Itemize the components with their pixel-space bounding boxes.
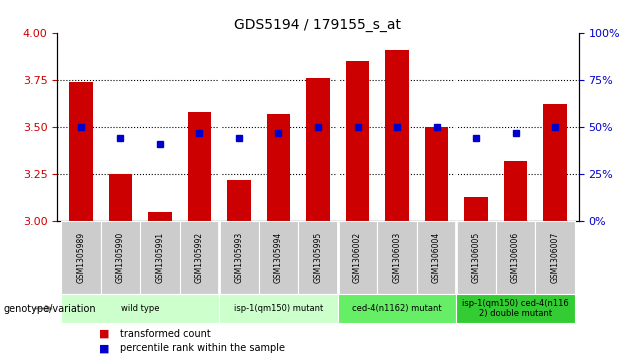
Bar bbox=[504, 161, 527, 221]
Bar bbox=[345, 61, 370, 221]
Text: GSM1305990: GSM1305990 bbox=[116, 232, 125, 284]
Text: GSM1305994: GSM1305994 bbox=[274, 232, 283, 284]
Text: GSM1306003: GSM1306003 bbox=[392, 232, 401, 284]
Text: wild type: wild type bbox=[121, 304, 160, 313]
Text: GSM1305989: GSM1305989 bbox=[76, 232, 85, 283]
Bar bbox=[188, 112, 211, 221]
Text: isp-1(qm150) mutant: isp-1(qm150) mutant bbox=[234, 304, 323, 313]
Bar bbox=[100, 221, 140, 294]
Text: GSM1306006: GSM1306006 bbox=[511, 232, 520, 284]
Bar bbox=[306, 78, 330, 221]
Bar bbox=[385, 50, 409, 221]
Bar bbox=[180, 221, 219, 294]
Bar bbox=[109, 174, 132, 221]
Text: isp-1(qm150) ced-4(n116
2) double mutant: isp-1(qm150) ced-4(n116 2) double mutant bbox=[462, 299, 569, 318]
Bar bbox=[266, 114, 291, 221]
Bar bbox=[536, 221, 575, 294]
Text: GSM1306007: GSM1306007 bbox=[551, 232, 560, 284]
Bar bbox=[496, 221, 536, 294]
Bar bbox=[227, 180, 251, 221]
Text: GSM1306002: GSM1306002 bbox=[353, 232, 362, 283]
Bar bbox=[338, 294, 456, 323]
Bar bbox=[417, 221, 456, 294]
Bar bbox=[298, 221, 338, 294]
Bar bbox=[425, 127, 448, 221]
Bar bbox=[377, 221, 417, 294]
Bar bbox=[69, 82, 93, 221]
Text: ■: ■ bbox=[99, 329, 109, 339]
Text: GSM1305992: GSM1305992 bbox=[195, 232, 204, 283]
Bar bbox=[338, 221, 377, 294]
Bar bbox=[259, 221, 298, 294]
Title: GDS5194 / 179155_s_at: GDS5194 / 179155_s_at bbox=[235, 18, 401, 32]
Bar bbox=[140, 221, 180, 294]
Bar bbox=[543, 105, 567, 221]
Bar bbox=[61, 294, 219, 323]
Bar bbox=[61, 221, 100, 294]
Text: GSM1306004: GSM1306004 bbox=[432, 232, 441, 284]
Text: GSM1306005: GSM1306005 bbox=[471, 232, 481, 284]
Text: percentile rank within the sample: percentile rank within the sample bbox=[120, 343, 285, 354]
Text: GSM1305995: GSM1305995 bbox=[314, 232, 322, 284]
Text: genotype/variation: genotype/variation bbox=[3, 303, 96, 314]
Text: GSM1305993: GSM1305993 bbox=[235, 232, 244, 284]
Bar bbox=[219, 294, 338, 323]
Text: ced-4(n1162) mutant: ced-4(n1162) mutant bbox=[352, 304, 442, 313]
Bar bbox=[464, 197, 488, 221]
Bar bbox=[456, 294, 575, 323]
Text: transformed count: transformed count bbox=[120, 329, 211, 339]
Bar bbox=[219, 221, 259, 294]
Text: GSM1305991: GSM1305991 bbox=[155, 232, 165, 283]
Bar bbox=[148, 212, 172, 221]
Bar bbox=[456, 221, 496, 294]
Text: ■: ■ bbox=[99, 343, 109, 354]
